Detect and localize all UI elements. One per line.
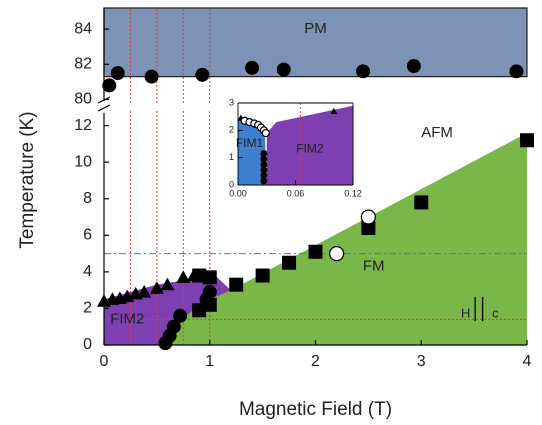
marker [282,255,297,270]
marker [414,195,429,210]
marker [166,319,181,334]
x-tick-label: 0.00 [229,188,247,198]
y-tick-label: 0 [83,336,92,353]
y-tick-label: 3 [229,97,234,107]
marker [260,171,268,179]
marker [520,133,534,148]
marker [176,270,191,283]
region-label: FIM2 [296,142,324,156]
region-label: FIM2 [110,310,144,327]
marker [144,69,159,84]
y-tick-label: 12 [74,117,92,134]
y-tick-label: 84 [74,20,92,37]
phase-region [238,119,267,185]
marker [260,150,268,158]
marker [137,284,152,298]
marker [356,64,371,79]
x-tick-label: 0 [100,353,109,370]
region-label: PM [304,20,327,37]
phase-region [103,7,528,78]
x-tick-label: 0.12 [344,188,362,198]
marker [276,62,291,77]
y-tick-label: 10 [74,153,92,170]
phase-region [266,105,353,185]
phase-region [162,132,527,345]
marker [195,67,210,82]
marker [192,268,207,283]
marker [330,107,338,114]
marker [260,161,268,168]
marker [149,281,164,294]
x-tick-label: 2 [311,353,320,370]
x-axis-label: Magnetic Field (T) [239,399,392,420]
marker [406,59,421,74]
x-tick-label: 1 [205,353,214,370]
region-label: FM [363,257,385,274]
y-tick-label: 2 [83,300,92,317]
marker [173,308,188,323]
marker [260,177,268,185]
x-tick-label: 0.06 [287,188,305,198]
y-tick-label: 4 [83,263,92,280]
x-tick-label: 4 [523,353,532,370]
marker [308,244,323,259]
marker [260,155,268,163]
y-tick-label: 0 [229,179,234,189]
marker [255,268,270,283]
marker [102,78,117,93]
x-tick-label: 3 [417,353,426,370]
annotation: H [461,305,470,320]
axis-break [97,96,111,104]
marker [245,60,260,75]
marker [361,221,376,235]
annotation: c [492,305,499,320]
y-tick-label: 80 [74,91,92,108]
y-tick-label: 2 [229,125,234,135]
y-tick-label: 8 [83,190,92,207]
marker [110,66,125,81]
y-tick-label: 6 [83,227,92,244]
axis-break [97,104,111,112]
y-tick-label: 1 [229,152,234,162]
annotation: AFM [421,124,453,141]
marker [202,270,217,285]
region-label: FIM1 [236,136,264,150]
marker [360,209,376,225]
marker [261,128,270,138]
marker [509,64,524,79]
marker [202,284,217,299]
marker [260,166,268,174]
marker [229,277,244,292]
y-tick-label: 82 [74,56,92,73]
y-axis-label: Temperature (K) [17,111,38,248]
marker [329,245,345,262]
marker [160,277,175,291]
marker [192,303,207,318]
